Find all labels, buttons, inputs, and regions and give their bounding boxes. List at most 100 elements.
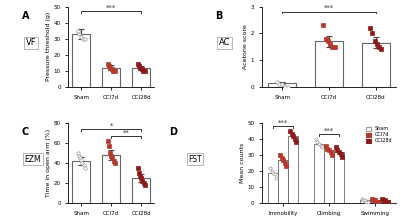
- Point: [325, 40, 331, 43]
- Point: [329, 45, 336, 49]
- Point: [332, 45, 338, 49]
- Point: [134, 166, 141, 170]
- Point: [375, 200, 381, 204]
- Text: ***: ***: [324, 5, 334, 11]
- Point: [282, 161, 288, 165]
- Point: [268, 170, 275, 173]
- Point: [317, 144, 324, 147]
- Text: D: D: [170, 127, 178, 137]
- Point: [74, 29, 81, 32]
- Point: [106, 144, 112, 148]
- Text: ***: ***: [324, 128, 334, 133]
- Point: [76, 32, 83, 36]
- Bar: [268, 173, 278, 203]
- Point: [329, 153, 335, 157]
- Point: [378, 197, 385, 200]
- Point: [370, 198, 376, 202]
- Point: [339, 155, 346, 158]
- Point: [136, 64, 142, 68]
- Bar: [278, 160, 288, 203]
- Point: [80, 37, 86, 40]
- Bar: [102, 68, 120, 87]
- Point: [74, 151, 81, 155]
- Bar: [334, 152, 344, 203]
- Point: [367, 26, 374, 30]
- Text: A: A: [22, 11, 29, 21]
- Point: [314, 141, 320, 144]
- Point: [104, 63, 111, 66]
- Point: [378, 48, 385, 51]
- Bar: [132, 68, 150, 87]
- Point: [112, 161, 118, 165]
- Point: [80, 163, 87, 167]
- Bar: [268, 83, 296, 87]
- Point: [327, 150, 334, 154]
- Point: [327, 42, 333, 46]
- Point: [136, 171, 142, 175]
- Point: [365, 200, 371, 204]
- Point: [270, 171, 276, 175]
- Point: [362, 198, 368, 202]
- Point: [383, 200, 390, 204]
- Text: VF: VF: [26, 38, 36, 47]
- Point: [108, 154, 114, 158]
- Text: B: B: [216, 11, 223, 21]
- Bar: [370, 200, 380, 203]
- Point: [142, 183, 148, 187]
- Text: ***: ***: [106, 5, 116, 11]
- Y-axis label: Pressure threshold (g): Pressure threshold (g): [46, 12, 51, 81]
- Bar: [72, 34, 90, 87]
- Legend: Sham, CCI7d, CCI28d: Sham, CCI7d, CCI28d: [365, 126, 394, 144]
- Point: [107, 151, 113, 155]
- Point: [112, 69, 118, 73]
- Point: [139, 179, 146, 183]
- Y-axis label: Time in open arm (%): Time in open arm (%): [46, 129, 51, 197]
- Point: [109, 156, 116, 160]
- Point: [273, 80, 280, 83]
- Point: [287, 129, 293, 133]
- Bar: [102, 155, 120, 203]
- Point: [360, 198, 366, 202]
- Point: [138, 176, 144, 180]
- Point: [369, 32, 376, 35]
- Bar: [314, 144, 324, 203]
- Point: [283, 165, 290, 168]
- Text: *: *: [110, 123, 113, 129]
- Point: [373, 200, 380, 204]
- Text: FST: FST: [188, 155, 202, 164]
- Point: [78, 158, 84, 162]
- Point: [137, 66, 144, 69]
- Point: [336, 150, 342, 154]
- Point: [319, 145, 325, 149]
- Point: [273, 176, 280, 179]
- Point: [277, 153, 283, 157]
- Point: [77, 156, 83, 160]
- Point: [284, 85, 291, 89]
- Point: [326, 149, 332, 152]
- Text: ***: ***: [278, 119, 288, 126]
- Point: [276, 82, 282, 86]
- Point: [109, 67, 115, 71]
- Point: [106, 64, 112, 68]
- Point: [316, 142, 322, 146]
- Bar: [72, 161, 90, 203]
- Bar: [380, 200, 390, 203]
- Text: C: C: [22, 127, 29, 137]
- Point: [312, 137, 319, 141]
- Point: [368, 197, 375, 200]
- Point: [134, 63, 141, 66]
- Point: [322, 144, 329, 147]
- Point: [78, 35, 84, 39]
- Point: [290, 134, 296, 138]
- Point: [382, 198, 388, 202]
- Point: [79, 161, 86, 165]
- Point: [334, 149, 341, 152]
- Point: [358, 197, 365, 200]
- Point: [292, 137, 298, 141]
- Point: [267, 166, 273, 170]
- Bar: [315, 41, 343, 87]
- Bar: [324, 150, 334, 203]
- Text: **: **: [123, 130, 130, 136]
- Point: [293, 141, 300, 144]
- Point: [288, 133, 295, 136]
